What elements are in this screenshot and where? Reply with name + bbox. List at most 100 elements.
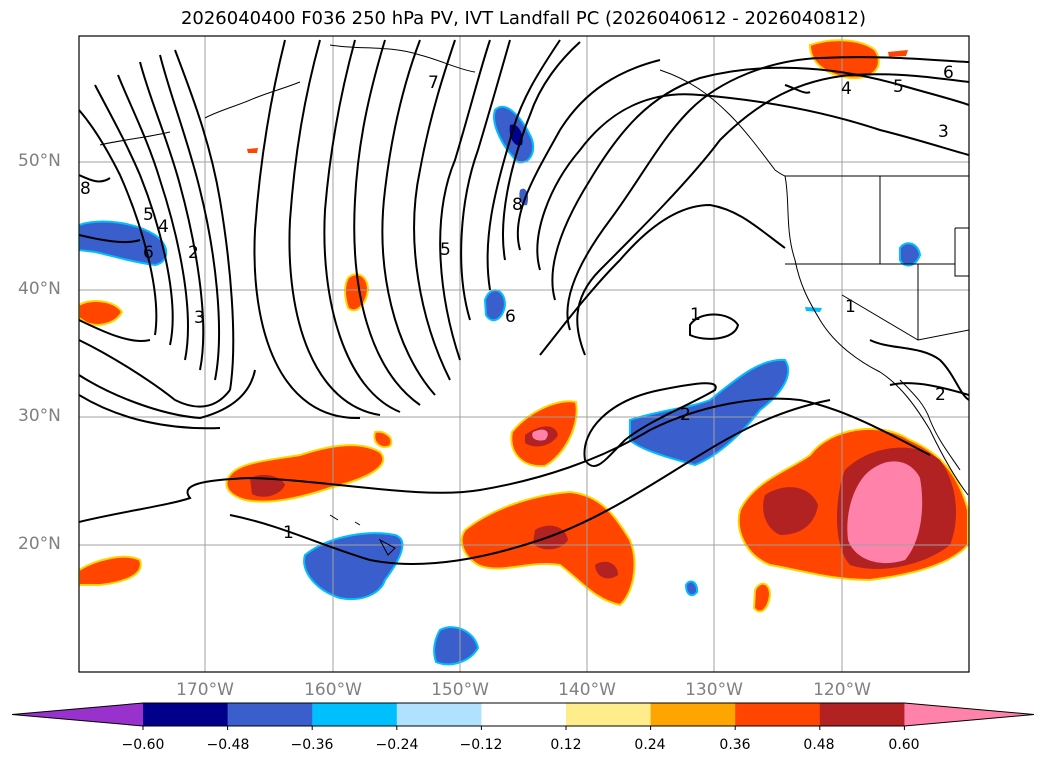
pv-contour [460, 39, 511, 321]
pv-contour [79, 234, 141, 244]
colorbar-segment [819, 703, 905, 726]
lon-label: 140°W [558, 680, 616, 700]
lon-label: 150°W [431, 680, 489, 700]
coastline-path [329, 514, 361, 526]
pv-contour [159, 54, 221, 381]
lon-label: 120°W [813, 680, 871, 700]
positive-region [847, 461, 923, 564]
lat-label: 20°N [18, 534, 61, 554]
colorbar-tick-label: 0.48 [803, 737, 835, 753]
lon-label: 160°W [304, 680, 362, 700]
positive-region [532, 429, 548, 441]
positive-anomaly-regions [79, 39, 969, 613]
positive-region [79, 555, 142, 586]
pv-contour [117, 74, 189, 361]
contour-label: 8 [80, 179, 91, 199]
positive-region [888, 50, 908, 57]
lat-label: 30°N [18, 406, 61, 426]
contour-label: 5 [143, 205, 154, 225]
contour-label: 3 [194, 308, 205, 328]
positive-region [595, 561, 618, 579]
plot-frame [78, 35, 970, 673]
colorbar-segment [143, 703, 229, 726]
lat-label: 40°N [18, 279, 61, 299]
coastline-path [899, 379, 961, 471]
negative-region [79, 220, 168, 267]
colorbar-segment [312, 703, 398, 726]
pv-contours [79, 39, 969, 565]
colorbar-tick-label: −0.24 [375, 737, 419, 753]
colorbar-segment [735, 703, 821, 726]
coastline-path [954, 227, 969, 277]
colorbar-segment [650, 703, 736, 726]
coastline-path [378, 538, 396, 556]
coastline-path [204, 81, 301, 119]
colorbar-tick-label: 0.24 [634, 737, 666, 753]
contour-label: 1 [283, 523, 294, 543]
negative-region [629, 358, 790, 467]
pv-contour [94, 84, 174, 346]
pv-contour [439, 39, 491, 361]
pv-contour [869, 339, 969, 401]
pv-contour [889, 382, 969, 396]
lon-label: 130°W [685, 680, 743, 700]
pv-contour [583, 382, 717, 467]
pv-contour [79, 394, 221, 430]
pv-contour [323, 39, 401, 413]
pv-contour [253, 39, 361, 420]
pv-contour [784, 84, 811, 94]
lat-label: 50°N [18, 151, 61, 171]
colorbar-tick-label: 0.12 [550, 737, 582, 753]
pv-contour [353, 39, 421, 406]
colorbar-tick-label: −0.48 [206, 737, 250, 753]
contour-label: 1 [690, 305, 701, 325]
pv-contour [229, 399, 831, 565]
pv-contour [79, 369, 256, 420]
colorbar-extend-high [904, 703, 1034, 726]
colorbar-tick-label: −0.60 [121, 737, 165, 753]
contour-label: 5 [893, 77, 904, 97]
pv-contour [539, 203, 786, 356]
contour-label: 2 [935, 385, 946, 405]
contour-label: 3 [938, 122, 949, 142]
colorbar-segment [481, 703, 567, 726]
lon-label: 170°W [176, 680, 234, 700]
map-title: 2026040400 F036 250 hPa PV, IVT Landfall… [180, 8, 867, 29]
negative-region [433, 626, 480, 666]
contour-label: 6 [505, 307, 516, 327]
colorbar-segment [227, 703, 313, 726]
contour-label: 8 [512, 195, 523, 215]
positive-region [533, 525, 568, 550]
coastline-path [841, 294, 969, 341]
pv-contour [139, 61, 205, 371]
contour-label: 1 [845, 297, 856, 317]
negative-region [303, 532, 404, 600]
colorbar-extend-low [12, 703, 143, 726]
pv-contour [381, 39, 436, 396]
negative-region [899, 242, 922, 267]
pv-contour [486, 39, 561, 291]
colorbar-segment [396, 703, 482, 726]
pv-contour [79, 397, 931, 523]
pv-contour [79, 319, 151, 342]
contour-label: 6 [143, 243, 154, 263]
coastline-path [659, 69, 786, 177]
contour-label: 7 [428, 73, 439, 93]
contour-label: 5 [440, 240, 451, 260]
pv-contour [576, 73, 969, 356]
colorbar-segment [566, 703, 652, 726]
contour-label: 4 [841, 79, 852, 99]
pv-contour [79, 109, 158, 336]
pv-contour [536, 93, 969, 271]
pv-contour [79, 174, 111, 183]
positive-region [373, 430, 393, 448]
contour-label: 2 [680, 405, 691, 425]
positive-region [763, 487, 818, 535]
colorbar-tick-label: 0.60 [888, 737, 920, 753]
colorbar [11, 702, 1035, 730]
positive-region [752, 582, 772, 613]
contour-label: 6 [943, 63, 954, 83]
negative-anomaly-regions [79, 105, 922, 666]
contour-label: 4 [158, 217, 169, 237]
